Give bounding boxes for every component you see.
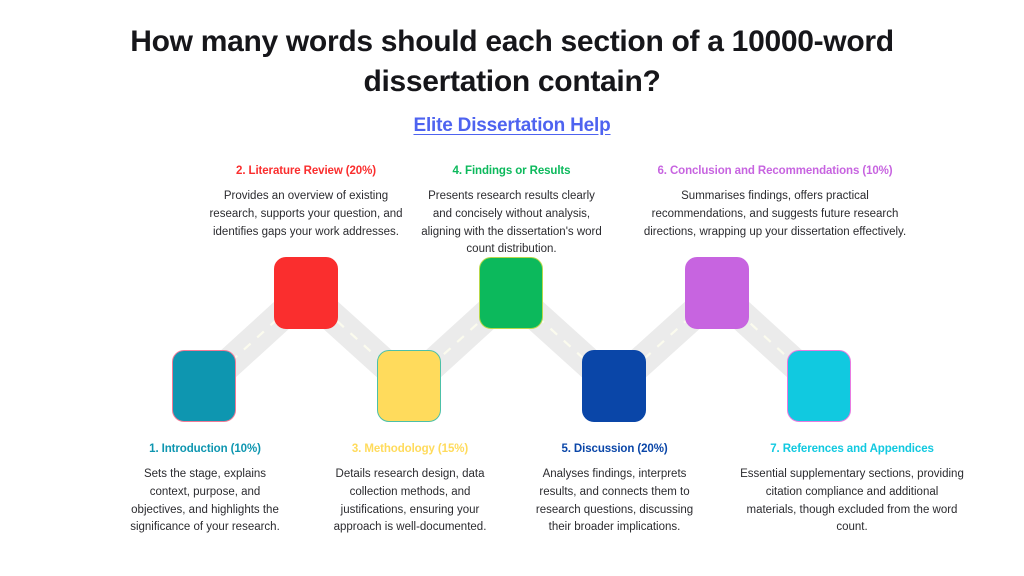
section-heading-4: 4. Findings or Results xyxy=(452,165,571,177)
section-label-3: 3. Methodology (15%) Details research de… xyxy=(332,442,488,537)
section-body-3: Details research design, data collection… xyxy=(333,467,487,534)
page-title: How many words should each section of a … xyxy=(130,25,894,98)
section-label-1: 1. Introduction (10%) Sets the stage, ex… xyxy=(124,442,286,537)
node-section-3[interactable] xyxy=(377,350,441,422)
section-heading-7: 7. References and Appendices xyxy=(770,443,934,455)
subtitle-container: Elite Dissertation Help xyxy=(0,115,1024,137)
node-section-5[interactable] xyxy=(582,350,646,422)
section-heading-5: 5. Discussion (20%) xyxy=(561,443,668,455)
section-body-7: Essential supplementary sections, provid… xyxy=(740,467,964,534)
section-body-4: Presents research results clearly and co… xyxy=(421,189,602,256)
elite-dissertation-help-link[interactable]: Elite Dissertation Help xyxy=(413,115,611,137)
section-label-5: 5. Discussion (20%) Analyses findings, i… xyxy=(533,442,696,537)
section-body-6: Summarises findings, offers practical re… xyxy=(643,189,907,238)
node-section-6[interactable] xyxy=(685,257,749,329)
section-label-4: 4. Findings or Results Presents research… xyxy=(419,164,604,259)
section-body-2: Provides an overview of existing researc… xyxy=(209,189,403,238)
section-heading-1: 1. Introduction (10%) xyxy=(149,443,261,455)
section-label-7: 7. References and Appendices Essential s… xyxy=(740,442,964,537)
node-section-2[interactable] xyxy=(274,257,338,329)
section-body-1: Sets the stage, explains context, purpos… xyxy=(130,467,280,534)
section-body-5: Analyses findings, interprets results, a… xyxy=(535,467,694,534)
node-section-7[interactable] xyxy=(787,350,851,422)
section-heading-3: 3. Methodology (15%) xyxy=(351,443,469,455)
section-label-6: 6. Conclusion and Recommendations (10%) … xyxy=(640,164,910,241)
section-heading-6: 6. Conclusion and Recommendations (10%) xyxy=(657,165,893,177)
page-header: How many words should each section of a … xyxy=(0,22,1024,137)
section-heading-2: 2. Literature Review (20%) xyxy=(236,165,376,177)
node-section-4[interactable] xyxy=(479,257,543,329)
node-section-1[interactable] xyxy=(172,350,236,422)
section-label-2: 2. Literature Review (20%) Provides an o… xyxy=(206,164,406,241)
